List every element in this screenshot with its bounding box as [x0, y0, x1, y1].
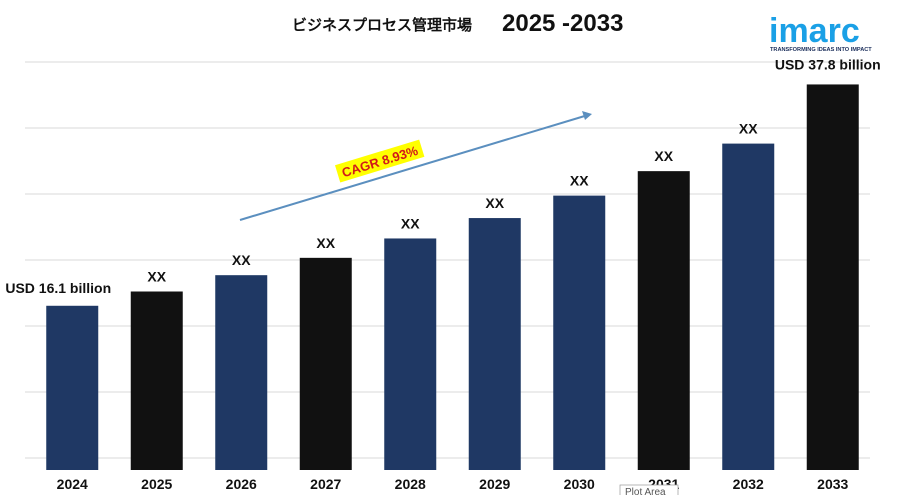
- cagr-arrow-head: [582, 111, 592, 120]
- cagr-badge: CAGR 8.93%: [334, 139, 425, 183]
- chart-title-prefix: ビジネスプロセス管理市場: [292, 16, 472, 34]
- data-labels: USD 16.1 billion XX XX XX XX XX XX XX XX USD 37.8…: [5, 56, 880, 295]
- bar-2032: [722, 143, 775, 470]
- bar-2027: [299, 257, 352, 470]
- data-label-2033: USD 37.8 billion: [775, 56, 881, 72]
- tooltip-box: [619, 484, 679, 495]
- x-tick-2029: 2029: [479, 476, 510, 492]
- data-label-2027: XX: [316, 235, 335, 251]
- x-tick-2025: 2025: [141, 476, 172, 492]
- data-label-2026: XX: [232, 252, 251, 268]
- x-tick-2030: 2030: [564, 476, 595, 492]
- chart-title-years: 2025 -2033: [502, 10, 623, 37]
- data-label-2024: USD 16.1 billion: [5, 280, 111, 296]
- x-axis-ticks: 2024 2025 2026 2027 2028 2029 2030 2031 2032 2033: [57, 476, 849, 492]
- cagr-arrow-line: [239, 114, 589, 221]
- cagr-highlight: [334, 139, 425, 183]
- bar-2033: [806, 84, 859, 470]
- x-tick-2032: 2032: [733, 476, 764, 492]
- imarc-logo: imarc TRANSFORMING IDEAS INTO IMPACT: [769, 12, 872, 53]
- cagr-trend: CAGR 8.93%: [239, 111, 592, 221]
- data-label-2031: XX: [654, 148, 673, 164]
- bar-2029: [468, 218, 521, 470]
- tooltip-text: Plot Area: [625, 487, 666, 495]
- bars: [46, 84, 859, 470]
- x-tick-2033: 2033: [817, 476, 848, 492]
- data-label-2025: XX: [147, 269, 166, 285]
- x-tick-2027: 2027: [310, 476, 341, 492]
- bar-2031: [637, 171, 690, 470]
- data-label-2030: XX: [570, 173, 589, 189]
- data-label-2028: XX: [401, 215, 420, 231]
- x-tick-2028: 2028: [395, 476, 426, 492]
- data-label-2029: XX: [485, 195, 504, 211]
- x-tick-2026: 2026: [226, 476, 257, 492]
- bar-2024: [46, 305, 99, 470]
- bar-2025: [130, 291, 183, 470]
- bar-2028: [384, 238, 437, 470]
- x-tick-2024: 2024: [57, 476, 88, 492]
- plot-area-tooltip: Plot Area: [619, 484, 679, 495]
- logo-wordmark: imarc: [769, 12, 860, 50]
- bar-2026: [215, 275, 268, 470]
- bar-2030: [553, 195, 606, 470]
- logo-tagline: TRANSFORMING IDEAS INTO IMPACT: [770, 47, 872, 53]
- data-label-2032: XX: [739, 121, 758, 137]
